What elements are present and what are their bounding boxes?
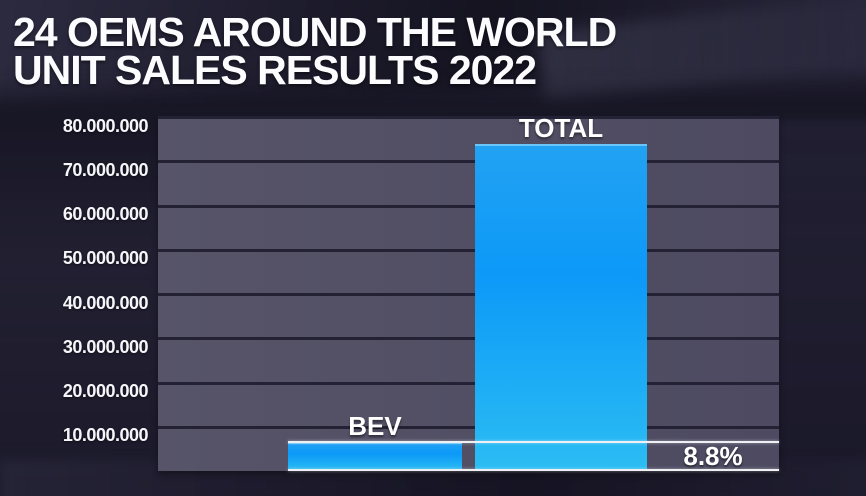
gridline-20000000 [158,381,779,385]
gridline-30000000 [158,337,779,341]
page-title: 24 OEMS AROUND THE WORLD UNIT SALES RESU… [13,9,617,93]
gridline-10000000 [158,425,779,429]
y-tick-label: 70.000.000 [62,159,149,180]
bar-total [475,143,647,471]
bev-share-annotation: 8.8% [683,440,743,471]
gridline-70000000 [158,160,779,164]
gridline-40000000 [158,293,779,296]
y-tick-label: 20.000.000 [62,381,149,401]
y-tick-label: 50.000.000 [62,248,149,269]
gridline-80000000 [158,116,779,119]
baseline [288,469,779,471]
y-tick-label: 30.000.000 [62,336,149,357]
gridline-50000000 [158,248,779,252]
title-line-2: UNIT SALES RESULTS 2022 [13,47,537,93]
bar-bev [288,442,462,471]
y-tick-label: 80.000.000 [62,115,149,136]
gridline-60000000 [158,204,779,208]
title-line-1: 24 OEMS AROUND THE WORLD [13,9,617,55]
y-tick-label: 40.000.000 [62,292,149,313]
bar-label-total: TOTAL [518,112,604,143]
y-axis: 80.000.000 70.000.000 60.000.000 50.000.000… [0,115,149,471]
bev-level-line [288,441,779,444]
y-tick-label: 60.000.000 [62,204,149,224]
plot-area: 8.8% BEV TOTAL [158,112,779,471]
bar-label-bev: BEV [348,411,402,442]
y-tick-label: 10.000.000 [62,425,149,446]
